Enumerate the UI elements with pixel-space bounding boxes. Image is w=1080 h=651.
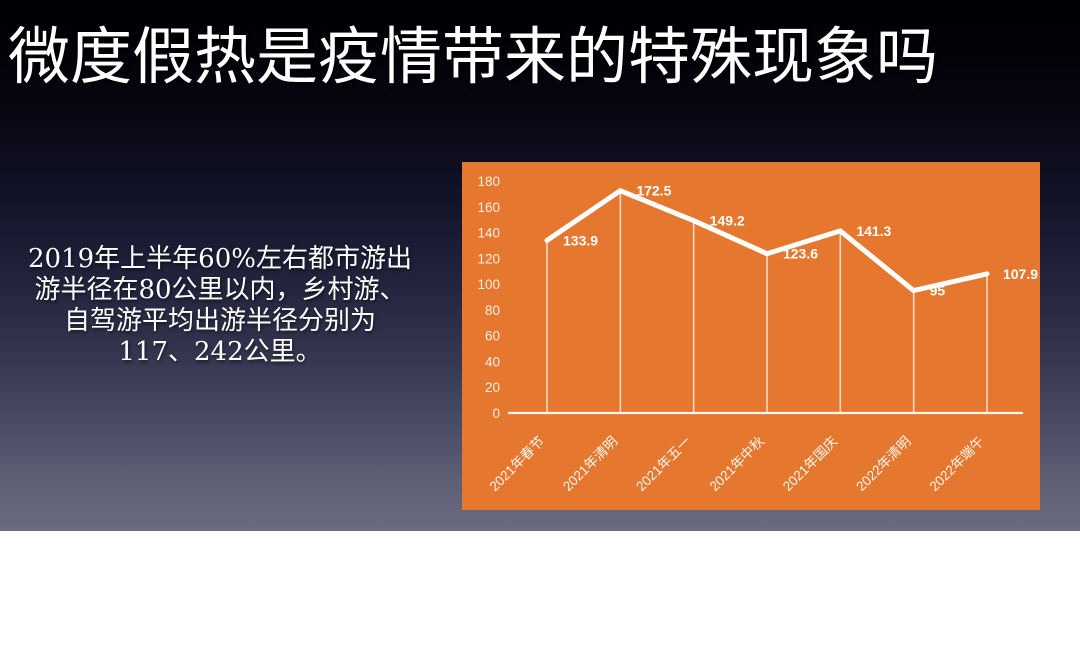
data-point-label: 141.3 <box>856 223 891 239</box>
slide-title: 微度假热是疫情带来的特殊现象吗 <box>8 20 939 93</box>
y-axis-tick-label: 80 <box>485 303 500 318</box>
body-text-line: 游半径在80公里以内，乡村游、 <box>34 275 406 305</box>
x-axis-category-label: 2021年中秋 <box>707 433 768 494</box>
y-axis-tick-label: 0 <box>492 406 500 421</box>
travel-radius-line-chart-panel: 0 20 40 60 80 100 120 140 160 180 133.9 172.5 149.2 1… <box>462 162 1040 510</box>
body-text-block: 2019年上半年60%左右都市游出 游半径在80公里以内，乡村游、 自驾游平均出… <box>18 244 422 368</box>
data-point-label: 149.2 <box>710 213 745 229</box>
series-line <box>544 188 990 294</box>
y-axis-tick-label: 160 <box>477 200 500 215</box>
data-point-label: 133.9 <box>563 232 598 248</box>
presentation-slide: 微度假热是疫情带来的特殊现象吗 2019年上半年60%左右都市游出 游半径在80… <box>0 0 1080 531</box>
y-axis-tick-label: 120 <box>477 251 500 266</box>
x-axis-category-label: 2022年端午 <box>927 434 987 494</box>
body-text-line: 117、242公里。 <box>118 337 322 367</box>
data-point-label: 95 <box>930 283 946 299</box>
x-axis-category-label: 2021年清明 <box>560 434 620 494</box>
y-axis-tick-label: 100 <box>477 277 500 292</box>
data-point-label: 172.5 <box>636 183 671 199</box>
body-text-line: 2019年上半年60%左右都市游出 <box>28 244 412 274</box>
line-chart-svg: 0 20 40 60 80 100 120 140 160 180 133.9 172.5 149.2 1… <box>477 174 1038 494</box>
data-point-label: 107.9 <box>1003 266 1038 282</box>
y-axis-tick-label: 60 <box>485 329 500 344</box>
x-axis-category-label: 2021年春节 <box>487 434 547 494</box>
y-axis-tick-label: 180 <box>477 174 500 189</box>
bottom-white-strip <box>0 531 1080 651</box>
y-axis-tick-label: 40 <box>485 354 500 369</box>
body-text-line: 自驾游平均出游半径分别为 <box>63 306 376 336</box>
x-axis-category-label: 2022年清明 <box>853 434 913 494</box>
y-axis-tick-label: 140 <box>477 226 500 241</box>
y-axis-tick-label: 20 <box>485 380 500 395</box>
x-axis-category-label: 2021年五一 <box>633 434 693 494</box>
x-axis-category-label: 2021年国庆 <box>780 434 840 494</box>
data-point-label: 123.6 <box>783 246 818 262</box>
